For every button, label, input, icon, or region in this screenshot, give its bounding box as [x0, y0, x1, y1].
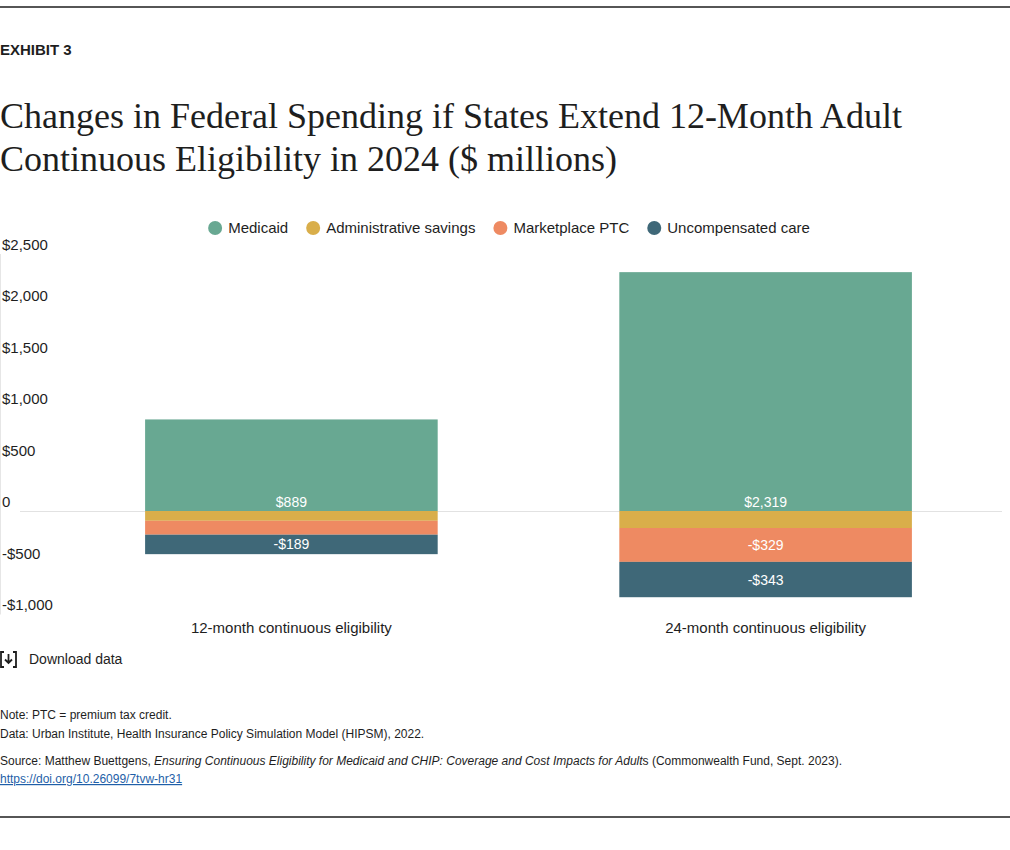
y-tick-label: $1,500 [2, 339, 48, 356]
download-link[interactable]: Download data [1, 651, 123, 667]
note: Data: Urban Institute, Health Insurance … [0, 727, 424, 741]
top-rule [0, 6, 1010, 8]
bottom-rule [0, 816, 1010, 818]
bar [145, 419, 438, 511]
y-tick-label: $2,000 [2, 287, 48, 304]
bar [619, 272, 912, 511]
source-part: Source: Matthew Buettgens, [0, 754, 154, 768]
y-tick: $1,500 [0, 339, 48, 357]
download-icon [1, 652, 16, 667]
x-tick-label: 24-month continuous eligibility [665, 619, 866, 636]
exhibit-label: EXHIBIT 3 [0, 41, 72, 58]
legend-item: Medicaid [208, 219, 288, 236]
legend-swatch [306, 221, 320, 235]
y-tick-label: $1,000 [2, 390, 48, 407]
y-tick: $2,500 [0, 236, 48, 254]
download-label[interactable]: Download data [29, 651, 123, 667]
y-tick: $500 [0, 442, 35, 460]
data-labels: $889 $2,319 -$329 -$189 -$343 [273, 494, 787, 588]
y-tick: -$1,000 [0, 596, 53, 614]
bar [619, 528, 912, 562]
legend: Medicaid Administrative savings Marketplac… [208, 219, 810, 236]
y-tick-label: -$500 [2, 545, 40, 562]
bar [145, 521, 438, 535]
bar [145, 511, 438, 521]
legend-swatch [493, 221, 507, 235]
data-label: $889 [276, 494, 307, 510]
data-label: -$189 [273, 536, 309, 552]
legend-label: Medicaid [228, 219, 288, 236]
x-tick-label: 12-month continuous eligibility [191, 619, 392, 636]
bars [145, 272, 912, 597]
legend-label: Administrative savings [326, 219, 475, 236]
y-axis-line [0, 254, 1, 615]
y-tick: $2,000 [0, 287, 48, 305]
bar [619, 562, 912, 597]
title: Changes in Federal Spending if States Ex… [0, 96, 902, 179]
y-tick-label: 0 [2, 493, 10, 510]
source-part: s (Commonwealth Fund, Sept. 2023). [643, 754, 842, 768]
y-tick-label: $2,500 [2, 236, 48, 253]
legend-label: Uncompensated care [667, 219, 810, 236]
doi-link[interactable]: https://doi.org/10.26099/7tvw-hr31 [0, 772, 182, 786]
legend-swatch [208, 221, 222, 235]
note: Note: PTC = premium tax credit. [0, 708, 172, 722]
data-label: $2,319 [744, 494, 787, 510]
y-tick-label: -$1,000 [2, 596, 53, 613]
legend-item: Uncompensated care [647, 219, 810, 236]
legend-label: Marketplace PTC [513, 219, 629, 236]
legend-swatch [647, 221, 661, 235]
data-label: -$329 [748, 537, 784, 553]
legend-item: Administrative savings [306, 219, 475, 236]
bar [145, 535, 438, 554]
bar [619, 511, 912, 528]
source: Source: Matthew Buettgens, Ensuring Cont… [0, 754, 842, 768]
x-tick: 24-month continuous eligibility [665, 619, 866, 636]
y-axis: $2,500 $2,000 $1,500 $1,000 $500 0 -$500 -$1,00… [0, 236, 1002, 615]
x-tick: 12-month continuous eligibility [191, 619, 392, 636]
legend-item: Marketplace PTC [493, 219, 629, 236]
y-tick: $1,000 [0, 390, 48, 408]
y-tick-label: $500 [2, 442, 35, 459]
chart: EXHIBIT 3 Changes in Federal Spending if … [0, 0, 1010, 850]
source-part: Ensuring Continuous Eligibility for Medi… [154, 754, 643, 768]
x-axis: 12-month continuous eligibility 24-month … [56, 619, 1003, 636]
data-label: -$343 [748, 572, 784, 588]
y-tick: -$500 [0, 545, 40, 563]
